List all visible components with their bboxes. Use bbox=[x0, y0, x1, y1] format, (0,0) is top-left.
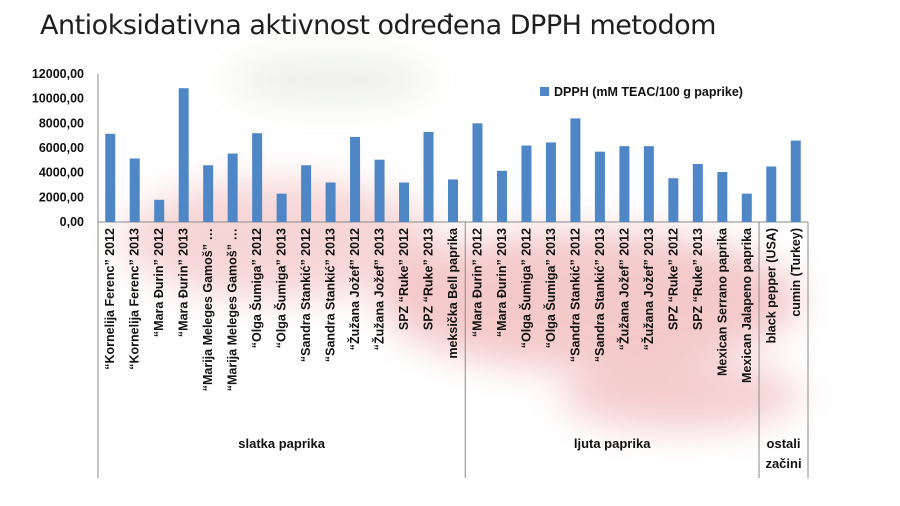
group-label: ljuta paprika bbox=[574, 436, 651, 451]
category-label: “Olga Šumiga” 2013 bbox=[274, 228, 289, 348]
category-label: SPZ “Ruke” 2012 bbox=[397, 228, 411, 330]
bar bbox=[325, 182, 336, 222]
bar bbox=[301, 165, 312, 222]
category-label: “Sandra Stankić” 2012 bbox=[299, 228, 313, 362]
bar bbox=[496, 170, 507, 222]
category-label: “Mara Đurin” 2013 bbox=[177, 228, 191, 337]
category-label: “Mara Đurin” 2013 bbox=[495, 228, 509, 337]
category-label: “Sandra Stankić” 2013 bbox=[593, 228, 607, 362]
bar bbox=[227, 153, 238, 222]
bar bbox=[643, 146, 654, 222]
y-tick-label: 4000,00 bbox=[39, 166, 84, 180]
bar bbox=[105, 133, 116, 222]
legend-swatch bbox=[540, 87, 549, 96]
y-tick-label: 2000,00 bbox=[39, 190, 84, 204]
bar bbox=[252, 133, 263, 222]
bar bbox=[472, 123, 483, 222]
category-label: “Sandra Stankić” 2013 bbox=[324, 228, 338, 362]
category-label: “Olga Šumiga” 2012 bbox=[249, 228, 264, 348]
bar bbox=[374, 159, 385, 222]
y-tick-label: 0,00 bbox=[60, 215, 84, 229]
category-label: Mexican Jalapeno paprika bbox=[740, 227, 754, 383]
bar bbox=[448, 179, 458, 222]
chart-title: Antioksidativna aktivnost određena DPPH … bbox=[40, 10, 716, 41]
bar bbox=[203, 165, 214, 222]
category-label: SPZ “Ruke” 2013 bbox=[691, 228, 705, 330]
category-label: “Mara Đurin” 2012 bbox=[470, 228, 484, 337]
category-label: cumin (Turkey) bbox=[789, 228, 803, 317]
category-label: “Marija Meleges Gamoš” … bbox=[201, 228, 215, 391]
bar bbox=[154, 199, 165, 222]
y-tick-label: 10000,00 bbox=[32, 92, 84, 106]
bar bbox=[521, 145, 532, 222]
group-label: začini bbox=[765, 456, 801, 471]
bar bbox=[717, 172, 728, 222]
category-label: SPZ “Ruke” 2012 bbox=[666, 228, 680, 330]
y-tick-label: 6000,00 bbox=[39, 141, 84, 155]
bar bbox=[276, 193, 287, 222]
bar bbox=[668, 178, 679, 222]
category-label: “Žužana Jožef” 2013 bbox=[641, 228, 656, 350]
category-label: “Kornelija Ferenc” 2013 bbox=[128, 228, 142, 370]
bar bbox=[423, 131, 434, 222]
bar bbox=[741, 193, 752, 222]
bar bbox=[570, 118, 581, 222]
bar bbox=[790, 140, 801, 222]
bar bbox=[594, 151, 605, 222]
bar bbox=[129, 158, 140, 222]
category-label: “Mara Đurin” 2012 bbox=[152, 228, 166, 337]
bar bbox=[399, 182, 410, 222]
bar bbox=[692, 164, 703, 222]
bar bbox=[350, 136, 361, 222]
group-label: ostali bbox=[767, 436, 801, 451]
category-label: “Sandra Stankić” 2012 bbox=[568, 228, 582, 362]
category-label: “Žužana Jožef” 2013 bbox=[372, 228, 387, 350]
group-label: slatka paprika bbox=[238, 436, 325, 451]
category-label: “Olga Šumiga” 2013 bbox=[543, 228, 558, 348]
category-label: “Žužana Jožef” 2012 bbox=[347, 228, 362, 350]
category-label: meksička Bell paprika bbox=[446, 227, 460, 359]
category-label: “Olga Šumiga” 2012 bbox=[518, 228, 533, 348]
bar bbox=[766, 166, 777, 222]
category-label: SPZ “Ruke” 2013 bbox=[422, 228, 436, 330]
bar bbox=[545, 142, 556, 222]
category-label: black pepper (USA) bbox=[764, 228, 778, 343]
category-label: Mexican Serrano paprika bbox=[715, 227, 729, 376]
legend-label: DPPH (mM TEAC/100 g paprike) bbox=[554, 85, 743, 99]
category-label: “Marija Meleges Gamoš” … bbox=[226, 228, 240, 391]
bar bbox=[619, 146, 630, 222]
bar bbox=[178, 88, 189, 222]
category-label: “Kornelija Ferenc” 2012 bbox=[103, 228, 117, 370]
category-label: “Žužana Jožef” 2012 bbox=[616, 228, 631, 350]
y-tick-label: 12000,00 bbox=[32, 67, 84, 81]
y-tick-label: 8000,00 bbox=[39, 116, 84, 130]
